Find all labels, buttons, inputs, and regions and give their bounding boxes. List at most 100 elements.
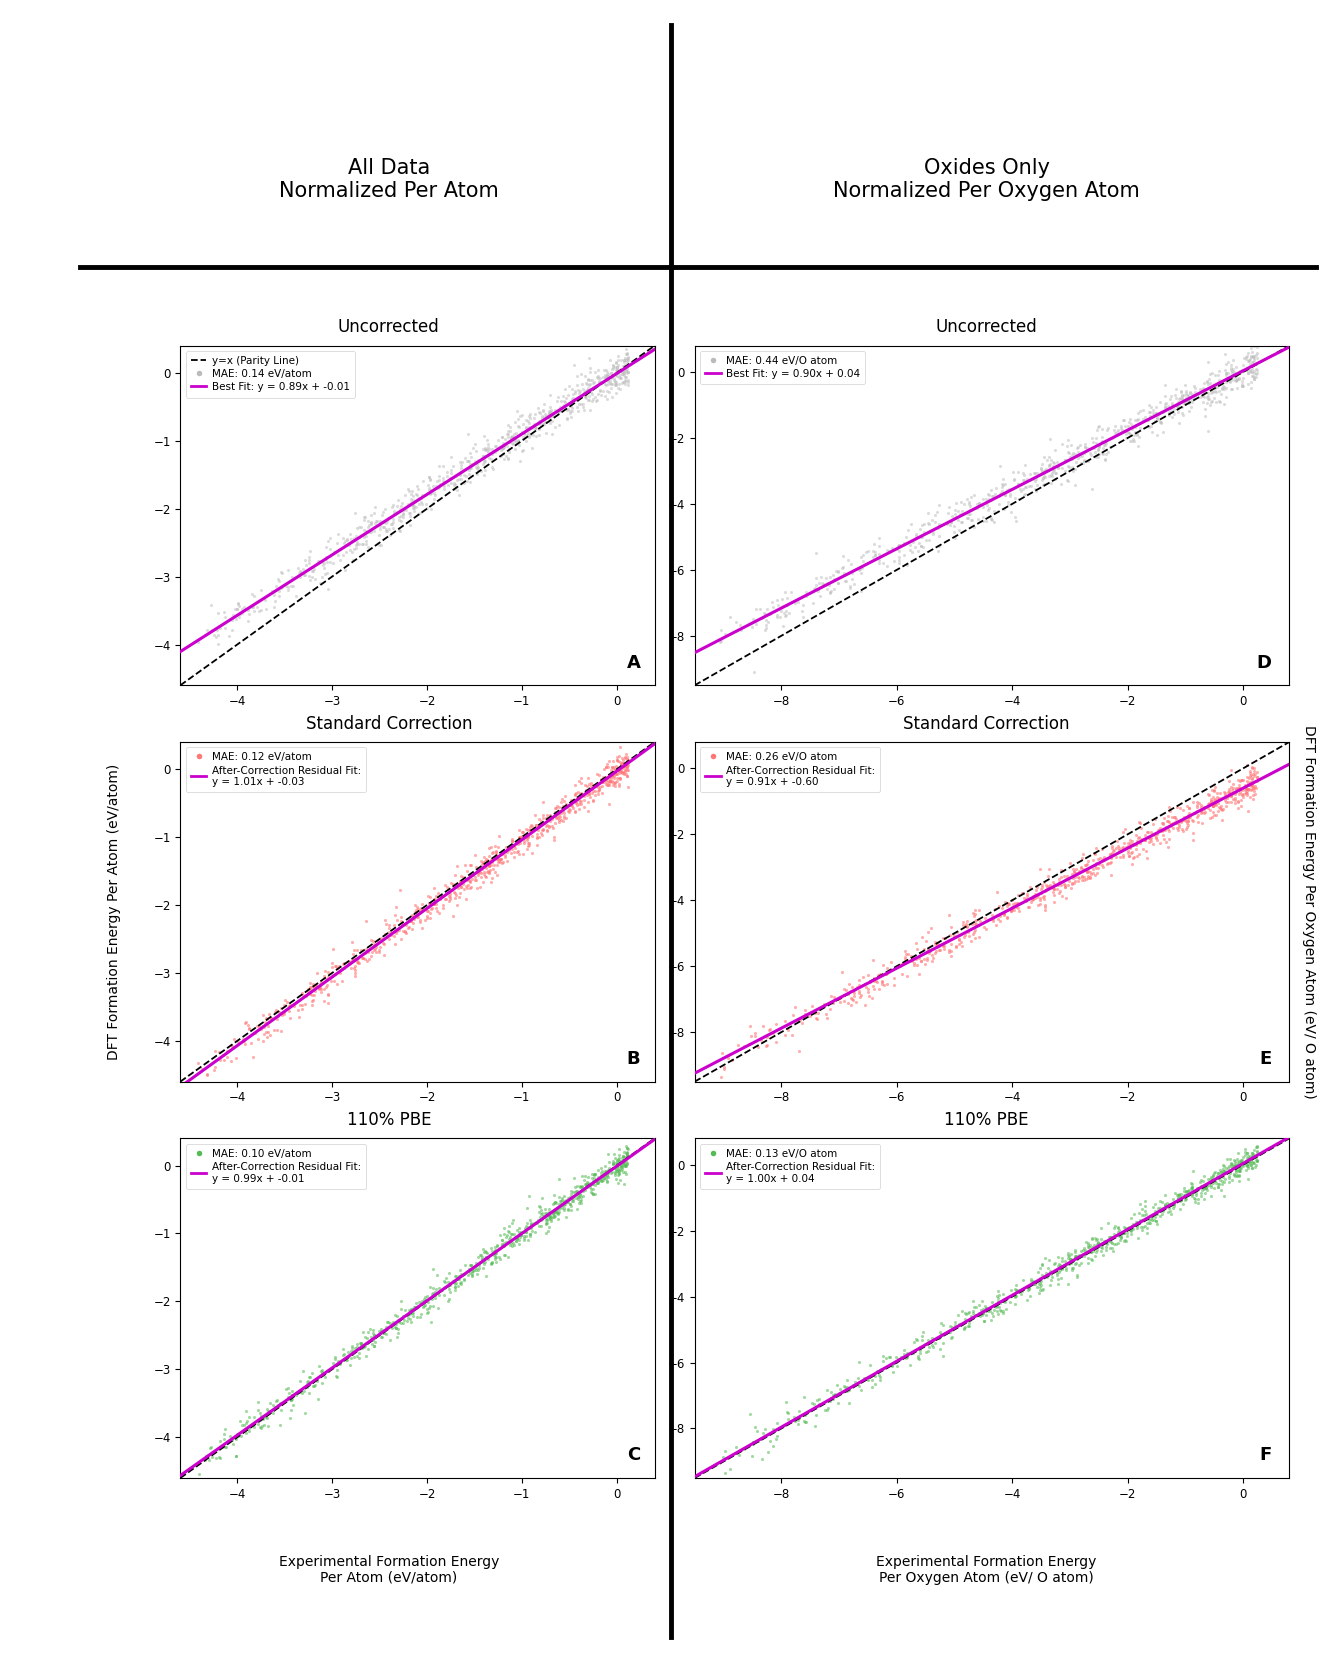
Point (187, 1049, 208, 1075)
Point (1241, 1152, 1263, 1179)
Point (298, 975, 319, 1002)
Point (872, 549, 894, 576)
Point (1039, 1273, 1061, 1299)
Point (914, 945, 935, 972)
Point (1116, 833, 1137, 860)
Point (591, 767, 612, 793)
Point (1180, 1169, 1201, 1196)
Point (1117, 419, 1138, 446)
Point (1061, 870, 1082, 897)
Point (293, 982, 314, 1009)
Point (1100, 845, 1121, 872)
Point (929, 523, 950, 549)
Point (480, 446, 501, 473)
Point (339, 536, 361, 563)
Point (983, 498, 1005, 524)
Point (1232, 352, 1253, 379)
Point (1212, 1167, 1233, 1194)
Point (1117, 412, 1138, 439)
Point (604, 770, 625, 797)
Point (399, 486, 421, 513)
Point (597, 367, 619, 394)
Point (576, 376, 597, 402)
Point (911, 924, 933, 950)
Point (816, 1396, 838, 1423)
Point (887, 536, 908, 563)
Point (553, 805, 574, 832)
Point (444, 476, 465, 503)
Point (480, 1251, 501, 1278)
Point (492, 434, 513, 461)
Point (775, 1389, 796, 1416)
Point (1003, 466, 1025, 493)
Point (1169, 386, 1190, 412)
Point (604, 1159, 625, 1186)
Point (1241, 770, 1263, 797)
Point (485, 833, 506, 860)
Point (1026, 459, 1047, 486)
Point (1230, 793, 1252, 820)
Point (616, 1141, 637, 1167)
Point (1198, 790, 1220, 817)
Point (453, 868, 474, 895)
Point (607, 1157, 628, 1184)
Point (611, 1156, 632, 1182)
Point (509, 825, 530, 852)
Point (835, 568, 856, 595)
Point (1178, 795, 1200, 822)
Point (397, 1301, 418, 1328)
Point (291, 992, 313, 1019)
Point (1025, 478, 1046, 504)
Point (450, 451, 472, 478)
Point (615, 1152, 636, 1179)
Point (510, 1222, 532, 1249)
Point (442, 453, 464, 479)
Point (569, 1181, 591, 1207)
Point (375, 1314, 397, 1341)
Point (327, 952, 349, 979)
Point (929, 491, 950, 518)
Point (426, 898, 448, 925)
Point (1184, 379, 1205, 406)
Point (1238, 765, 1260, 792)
Point (758, 1440, 779, 1466)
Point (533, 391, 554, 418)
Point (403, 905, 425, 932)
Point (510, 823, 532, 850)
Point (536, 402, 557, 429)
Point (1217, 788, 1238, 815)
Point (1213, 1169, 1234, 1196)
Point (922, 521, 943, 548)
Point (1098, 850, 1120, 877)
Point (1200, 1166, 1221, 1192)
Point (302, 972, 323, 999)
Point (609, 357, 631, 384)
Point (1003, 503, 1025, 529)
Point (1161, 803, 1182, 830)
Point (429, 887, 450, 913)
Point (255, 1019, 277, 1045)
Point (595, 362, 616, 389)
Point (426, 1276, 448, 1303)
Point (342, 546, 363, 573)
Point (1051, 1256, 1073, 1283)
Point (437, 1273, 458, 1299)
Point (933, 1343, 954, 1369)
Point (1113, 407, 1134, 434)
Point (908, 516, 930, 543)
Point (1237, 770, 1259, 797)
Point (1043, 877, 1065, 903)
Point (1001, 893, 1022, 920)
Point (1082, 847, 1104, 873)
Point (969, 1303, 990, 1329)
Point (834, 1373, 855, 1399)
Point (250, 1015, 271, 1042)
Point (452, 449, 473, 476)
Point (733, 1435, 755, 1461)
Point (1039, 451, 1061, 478)
Point (291, 1379, 313, 1406)
Point (608, 1159, 629, 1186)
Point (955, 913, 977, 940)
Point (589, 773, 611, 800)
Point (584, 782, 605, 808)
